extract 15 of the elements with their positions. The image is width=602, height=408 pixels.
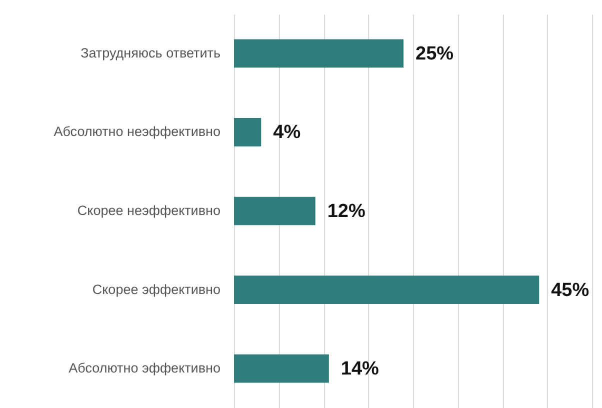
y-tick-label: Затрудняюсь ответить (80, 45, 220, 60)
bar (234, 196, 316, 226)
y-tick-label: Абсолютно эффективно (68, 360, 220, 376)
y-tick-label: Абсолютно неэффективно (54, 124, 220, 140)
bar (234, 39, 404, 68)
bar (234, 276, 540, 304)
data-label: 25% (416, 43, 454, 64)
data-label: 14% (340, 358, 380, 380)
y-tick-label: Скорее эффективно (92, 282, 220, 297)
y-tick-label: Скорее неэффективно (77, 203, 220, 218)
data-label: 4% (273, 122, 301, 144)
data-label: 45% (551, 280, 590, 301)
data-label: 12% (327, 201, 366, 222)
bar (234, 354, 329, 383)
bar (234, 118, 262, 146)
